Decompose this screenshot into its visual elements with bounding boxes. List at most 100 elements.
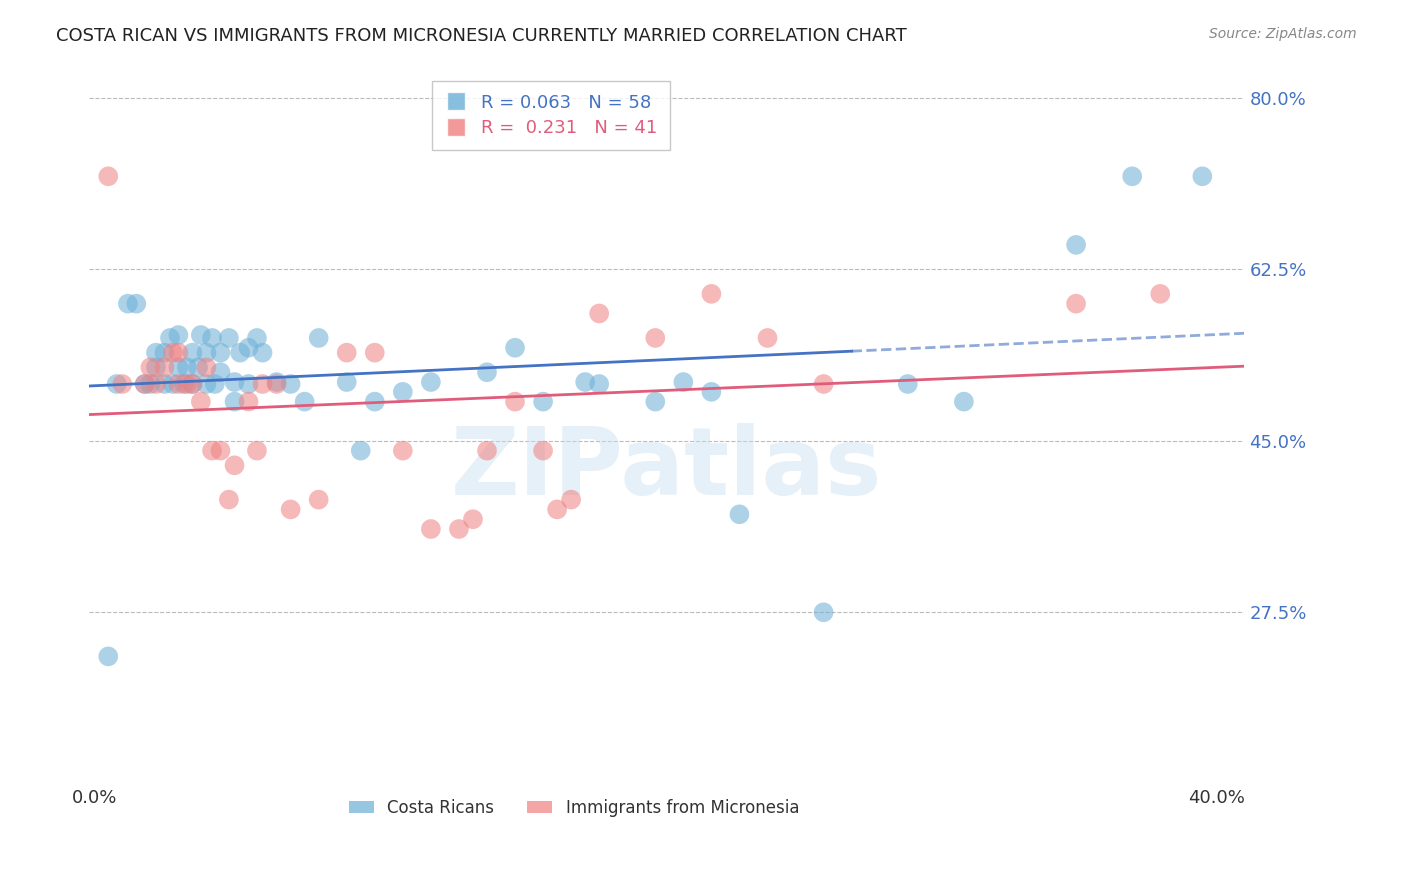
- Point: [190, 328, 212, 343]
- Point: [246, 331, 269, 345]
- Point: [266, 375, 288, 389]
- Point: [145, 360, 167, 375]
- Point: [1191, 169, 1213, 184]
- Point: [224, 375, 246, 389]
- Point: [588, 376, 610, 391]
- Point: [229, 345, 252, 359]
- Point: [531, 443, 554, 458]
- Point: [153, 376, 176, 391]
- Point: [588, 306, 610, 320]
- Point: [218, 492, 240, 507]
- Point: [503, 394, 526, 409]
- Point: [218, 331, 240, 345]
- Point: [195, 376, 218, 391]
- Point: [134, 376, 156, 391]
- Point: [531, 394, 554, 409]
- Point: [728, 508, 751, 522]
- Point: [813, 376, 835, 391]
- Point: [111, 376, 134, 391]
- Point: [195, 360, 218, 375]
- Point: [167, 360, 190, 375]
- Point: [953, 394, 976, 409]
- Point: [105, 376, 128, 391]
- Point: [190, 394, 212, 409]
- Point: [209, 345, 232, 359]
- Point: [246, 443, 269, 458]
- Text: COSTA RICAN VS IMMIGRANTS FROM MICRONESIA CURRENTLY MARRIED CORRELATION CHART: COSTA RICAN VS IMMIGRANTS FROM MICRONESI…: [56, 27, 907, 45]
- Point: [1064, 238, 1087, 252]
- Point: [167, 345, 190, 359]
- Point: [238, 394, 260, 409]
- Text: ZIPatlas: ZIPatlas: [451, 423, 882, 515]
- Point: [897, 376, 920, 391]
- Point: [280, 502, 302, 516]
- Point: [204, 376, 226, 391]
- Point: [419, 375, 441, 389]
- Legend: Costa Ricans, Immigrants from Micronesia: Costa Ricans, Immigrants from Micronesia: [340, 791, 807, 825]
- Point: [475, 443, 498, 458]
- Point: [308, 492, 330, 507]
- Point: [1149, 286, 1171, 301]
- Point: [117, 296, 139, 310]
- Point: [461, 512, 484, 526]
- Point: [546, 502, 568, 516]
- Point: [153, 360, 176, 375]
- Point: [145, 345, 167, 359]
- Point: [700, 384, 723, 399]
- Point: [700, 286, 723, 301]
- Point: [238, 376, 260, 391]
- Point: [201, 331, 224, 345]
- Point: [181, 345, 204, 359]
- Point: [308, 331, 330, 345]
- Point: [187, 360, 209, 375]
- Point: [181, 376, 204, 391]
- Point: [162, 345, 184, 359]
- Point: [201, 443, 224, 458]
- Point: [266, 376, 288, 391]
- Point: [252, 345, 274, 359]
- Point: [392, 443, 415, 458]
- Point: [560, 492, 582, 507]
- Point: [176, 360, 198, 375]
- Point: [392, 384, 415, 399]
- Point: [145, 376, 167, 391]
- Point: [644, 331, 666, 345]
- Point: [364, 345, 387, 359]
- Text: Source: ZipAtlas.com: Source: ZipAtlas.com: [1209, 27, 1357, 41]
- Point: [813, 605, 835, 619]
- Point: [1064, 296, 1087, 310]
- Point: [139, 360, 162, 375]
- Point: [756, 331, 779, 345]
- Point: [173, 376, 195, 391]
- Point: [224, 458, 246, 473]
- Point: [1121, 169, 1143, 184]
- Point: [195, 345, 218, 359]
- Point: [252, 376, 274, 391]
- Point: [209, 443, 232, 458]
- Point: [167, 376, 190, 391]
- Point: [167, 328, 190, 343]
- Point: [294, 394, 316, 409]
- Point: [97, 169, 120, 184]
- Point: [475, 365, 498, 379]
- Point: [134, 376, 156, 391]
- Point: [153, 345, 176, 359]
- Point: [176, 376, 198, 391]
- Point: [574, 375, 596, 389]
- Point: [350, 443, 373, 458]
- Point: [447, 522, 470, 536]
- Point: [336, 345, 359, 359]
- Point: [364, 394, 387, 409]
- Point: [503, 341, 526, 355]
- Point: [181, 376, 204, 391]
- Point: [644, 394, 666, 409]
- Point: [139, 376, 162, 391]
- Point: [280, 376, 302, 391]
- Point: [125, 296, 148, 310]
- Point: [419, 522, 441, 536]
- Point: [97, 649, 120, 664]
- Point: [162, 376, 184, 391]
- Point: [238, 341, 260, 355]
- Point: [336, 375, 359, 389]
- Point: [209, 365, 232, 379]
